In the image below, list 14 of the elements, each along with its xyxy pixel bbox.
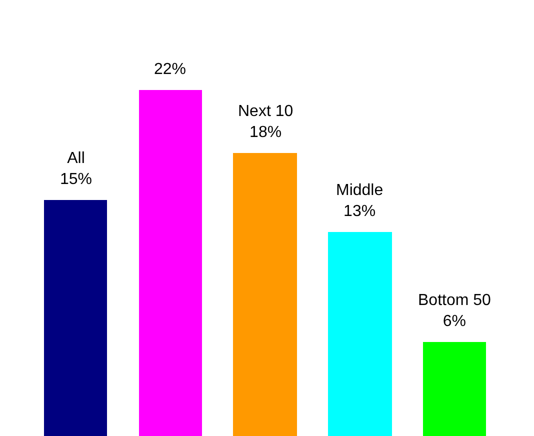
x-tick-label: All — [67, 150, 85, 167]
x-tick-label: Middle — [336, 182, 384, 199]
bar — [139, 90, 202, 436]
bar — [233, 153, 297, 436]
bar — [423, 342, 486, 436]
data-label: 6% — [442, 312, 466, 330]
data-label: 13% — [344, 202, 376, 220]
bar — [328, 232, 392, 436]
x-tick-label: Bottom 50 — [418, 292, 492, 309]
data-label: 22% — [154, 61, 186, 78]
data-label: 18% — [250, 124, 282, 141]
bar — [44, 200, 107, 436]
x-tick-label: Next 10 — [238, 103, 294, 120]
data-label: 15% — [60, 170, 92, 188]
